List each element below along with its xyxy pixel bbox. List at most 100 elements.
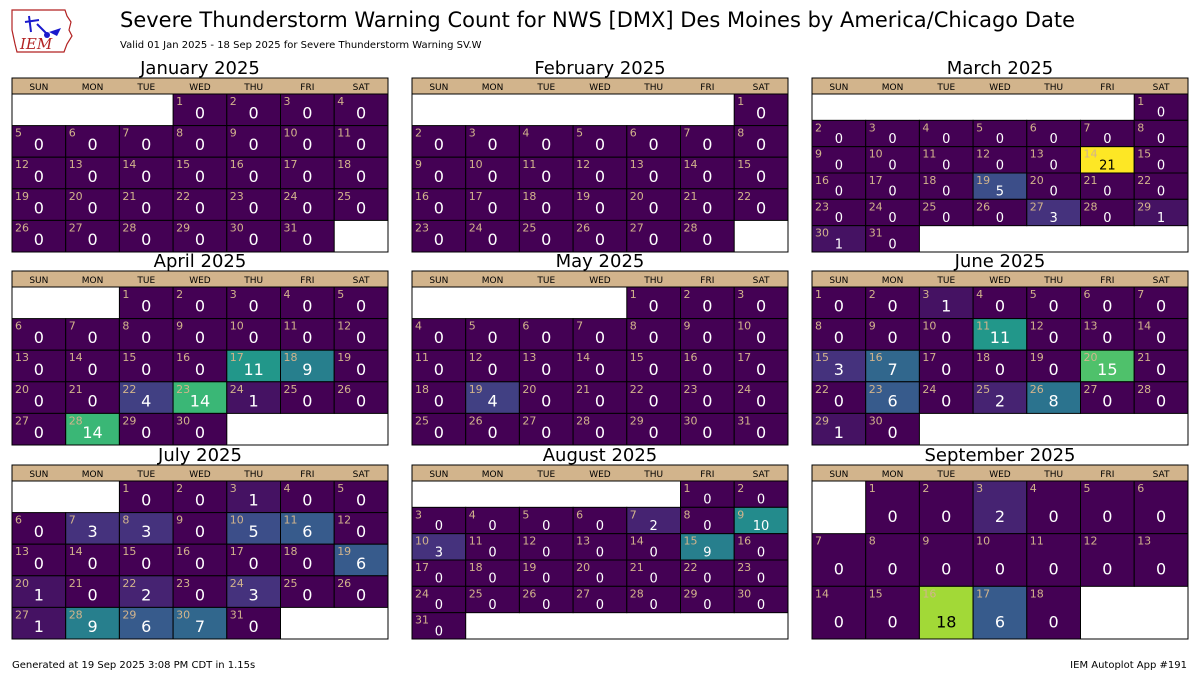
day-number: 26: [469, 414, 483, 427]
day-number: 23: [415, 221, 429, 234]
day-cell: [626, 381, 681, 414]
day-number: 26: [1030, 383, 1044, 396]
day-cell: [118, 349, 174, 383]
day-cell: [626, 219, 681, 253]
day-cell: [680, 219, 735, 253]
day-cell: [1080, 286, 1135, 320]
page-subtitle: Valid 01 Jan 2025 - 18 Sep 2025 for Seve…: [120, 40, 482, 51]
day-cell: [811, 198, 867, 227]
day-number: 3: [230, 288, 237, 301]
day-number: 23: [176, 577, 190, 590]
day-number: 1: [1137, 95, 1144, 108]
day-cell: [226, 318, 282, 351]
day-cell: [918, 318, 974, 351]
day-count: 0: [302, 328, 312, 347]
day-count: 6: [302, 522, 312, 541]
day-count: 9: [87, 617, 97, 636]
day-number: 26: [576, 221, 590, 234]
day-number: 17: [469, 190, 483, 203]
day-cell: [733, 559, 789, 587]
day-number: 10: [976, 535, 990, 548]
day-cell: [572, 188, 628, 221]
day-cell: [280, 381, 335, 414]
day-number: 16: [176, 351, 190, 364]
day-count: 0: [356, 491, 366, 510]
day-number: 4: [284, 288, 291, 301]
day-number: 23: [176, 383, 190, 396]
day-number: 11: [469, 535, 483, 548]
day-count: 0: [888, 211, 896, 226]
day-count: 0: [941, 560, 951, 579]
day-count: 0: [141, 198, 151, 217]
day-cell: [680, 533, 735, 561]
day-cell: [226, 219, 282, 253]
day-cell: [626, 506, 681, 535]
day-cell: [918, 198, 974, 227]
day-number: 6: [1030, 121, 1037, 134]
day-count: 0: [995, 360, 1005, 379]
day-cell: [865, 480, 920, 535]
day-count: 0: [756, 135, 766, 154]
day-number: 14: [815, 587, 829, 600]
day-cell: [1026, 286, 1082, 320]
day-count: 0: [1157, 158, 1165, 173]
day-count: 0: [649, 328, 659, 347]
day-count: 0: [942, 158, 950, 173]
day-number: 26: [337, 577, 351, 590]
day-number: 1: [684, 482, 691, 495]
day-cell: [626, 412, 681, 446]
month-title: March 2025: [947, 58, 1053, 79]
day-cell: [172, 125, 228, 158]
day-count: 0: [488, 545, 496, 560]
day-number: 27: [1084, 383, 1098, 396]
day-cell: [1026, 480, 1082, 535]
weekday-label: TUE: [136, 470, 155, 480]
day-cell: [280, 286, 335, 320]
day-cell: [226, 543, 282, 577]
day-count: 5: [249, 522, 259, 541]
day-count: 0: [887, 507, 897, 526]
day-number: 20: [15, 383, 29, 396]
day-count: 0: [835, 132, 843, 147]
day-count: 0: [649, 360, 659, 379]
day-count: 0: [542, 519, 550, 534]
day-number: 19: [1030, 351, 1044, 364]
day-number: 13: [15, 351, 29, 364]
day-number: 6: [15, 514, 22, 527]
weekday-label: TUE: [936, 83, 955, 93]
day-number: 20: [1030, 174, 1044, 187]
day-cell: [518, 125, 574, 158]
day-count: 0: [596, 572, 604, 587]
day-count: 0: [834, 297, 844, 316]
weekday-label: WED: [989, 276, 1011, 286]
day-cell: [172, 381, 228, 414]
day-number: 1: [630, 288, 637, 301]
day-count: 0: [87, 167, 97, 186]
day-count: 0: [942, 185, 950, 200]
day-count: 11: [243, 360, 263, 379]
day-count: 0: [1103, 185, 1111, 200]
weekday-label: FRI: [700, 83, 714, 93]
day-count: 0: [302, 491, 312, 510]
day-number: 19: [469, 383, 483, 396]
day-cell: [626, 349, 681, 383]
day-number: 28: [684, 221, 698, 234]
day-count: 0: [1157, 185, 1165, 200]
weekday-label: SUN: [429, 276, 448, 286]
day-number: 9: [922, 535, 929, 548]
day-number: 2: [869, 288, 876, 301]
weekday-label: SAT: [753, 276, 770, 286]
day-count: 0: [195, 230, 205, 249]
day-number: 10: [869, 148, 883, 161]
day-count: 0: [302, 554, 312, 573]
day-count: 10: [753, 519, 770, 534]
day-number: 25: [469, 587, 483, 600]
day-number: 1: [815, 288, 822, 301]
day-count: 3: [834, 360, 844, 379]
day-number: 9: [230, 127, 237, 140]
day-count: 0: [649, 391, 659, 410]
day-cell: [680, 506, 735, 535]
day-number: 19: [15, 190, 29, 203]
weekday-label: FRI: [1100, 470, 1114, 480]
day-count: 0: [434, 391, 444, 410]
